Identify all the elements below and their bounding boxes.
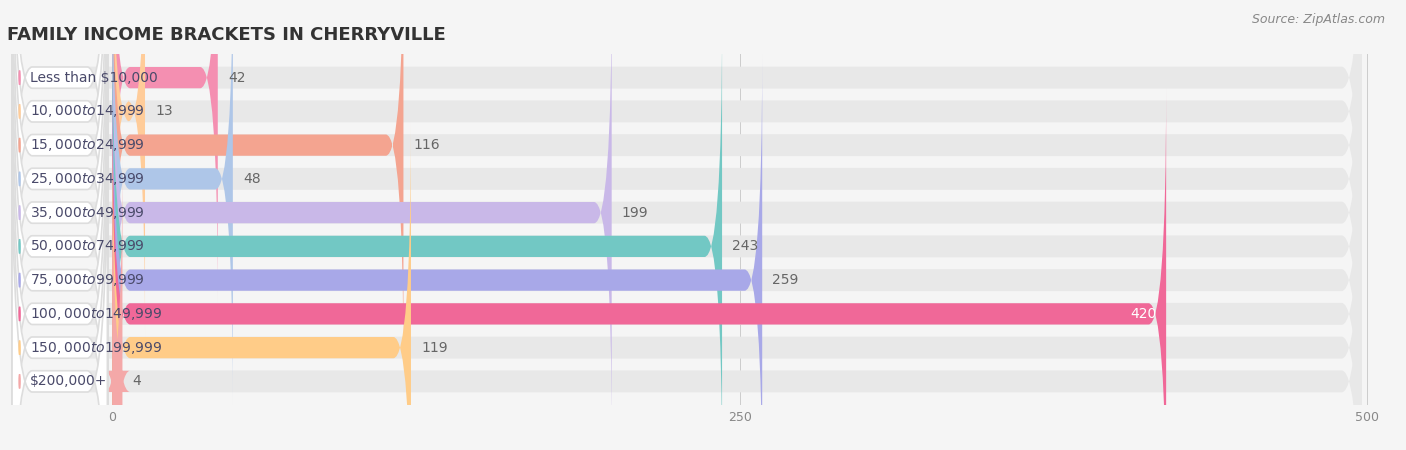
FancyBboxPatch shape (13, 89, 1362, 450)
FancyBboxPatch shape (13, 0, 107, 405)
FancyBboxPatch shape (112, 88, 1166, 450)
FancyBboxPatch shape (13, 0, 1362, 450)
Text: $25,000 to $34,999: $25,000 to $34,999 (30, 171, 145, 187)
FancyBboxPatch shape (112, 0, 145, 337)
Text: $10,000 to $14,999: $10,000 to $14,999 (30, 104, 145, 119)
Text: 119: 119 (420, 341, 447, 355)
FancyBboxPatch shape (112, 0, 404, 371)
Text: 199: 199 (621, 206, 648, 220)
Text: $50,000 to $74,999: $50,000 to $74,999 (30, 238, 145, 254)
FancyBboxPatch shape (13, 54, 107, 450)
Text: 48: 48 (243, 172, 260, 186)
FancyBboxPatch shape (13, 21, 107, 450)
FancyBboxPatch shape (112, 21, 723, 450)
FancyBboxPatch shape (13, 0, 1362, 337)
FancyBboxPatch shape (13, 122, 1362, 450)
FancyBboxPatch shape (112, 122, 411, 450)
Text: 420: 420 (1130, 307, 1156, 321)
FancyBboxPatch shape (13, 122, 107, 450)
Text: 13: 13 (155, 104, 173, 118)
Text: 116: 116 (413, 138, 440, 152)
FancyBboxPatch shape (13, 88, 107, 450)
FancyBboxPatch shape (112, 0, 233, 405)
Text: $150,000 to $199,999: $150,000 to $199,999 (30, 340, 162, 356)
FancyBboxPatch shape (13, 0, 107, 438)
Text: FAMILY INCOME BRACKETS IN CHERRYVILLE: FAMILY INCOME BRACKETS IN CHERRYVILLE (7, 26, 446, 44)
FancyBboxPatch shape (13, 55, 1362, 450)
FancyBboxPatch shape (13, 21, 1362, 450)
FancyBboxPatch shape (105, 156, 129, 450)
FancyBboxPatch shape (13, 0, 107, 450)
Text: 4: 4 (132, 374, 141, 388)
FancyBboxPatch shape (13, 0, 107, 371)
Text: $35,000 to $49,999: $35,000 to $49,999 (30, 205, 145, 220)
FancyBboxPatch shape (112, 54, 762, 450)
Text: Source: ZipAtlas.com: Source: ZipAtlas.com (1251, 14, 1385, 27)
Text: 42: 42 (228, 71, 245, 85)
Text: $100,000 to $149,999: $100,000 to $149,999 (30, 306, 162, 322)
FancyBboxPatch shape (13, 0, 1362, 438)
Text: 243: 243 (733, 239, 758, 253)
Text: $15,000 to $24,999: $15,000 to $24,999 (30, 137, 145, 153)
FancyBboxPatch shape (13, 0, 107, 337)
FancyBboxPatch shape (13, 0, 1362, 404)
Text: Less than $10,000: Less than $10,000 (30, 71, 157, 85)
FancyBboxPatch shape (112, 0, 218, 303)
FancyBboxPatch shape (112, 0, 612, 438)
FancyBboxPatch shape (13, 0, 107, 450)
Text: $75,000 to $99,999: $75,000 to $99,999 (30, 272, 145, 288)
Text: 259: 259 (772, 273, 799, 287)
Text: $200,000+: $200,000+ (30, 374, 107, 388)
FancyBboxPatch shape (13, 0, 1362, 370)
FancyBboxPatch shape (13, 0, 1362, 450)
